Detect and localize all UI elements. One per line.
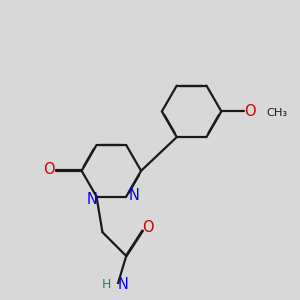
Text: H: H	[101, 278, 111, 291]
Text: N: N	[128, 188, 139, 202]
Text: N: N	[117, 277, 128, 292]
Text: N: N	[87, 192, 98, 207]
Text: O: O	[244, 104, 256, 119]
Text: O: O	[142, 220, 154, 235]
Text: O: O	[43, 162, 55, 177]
Text: CH₃: CH₃	[266, 108, 287, 118]
